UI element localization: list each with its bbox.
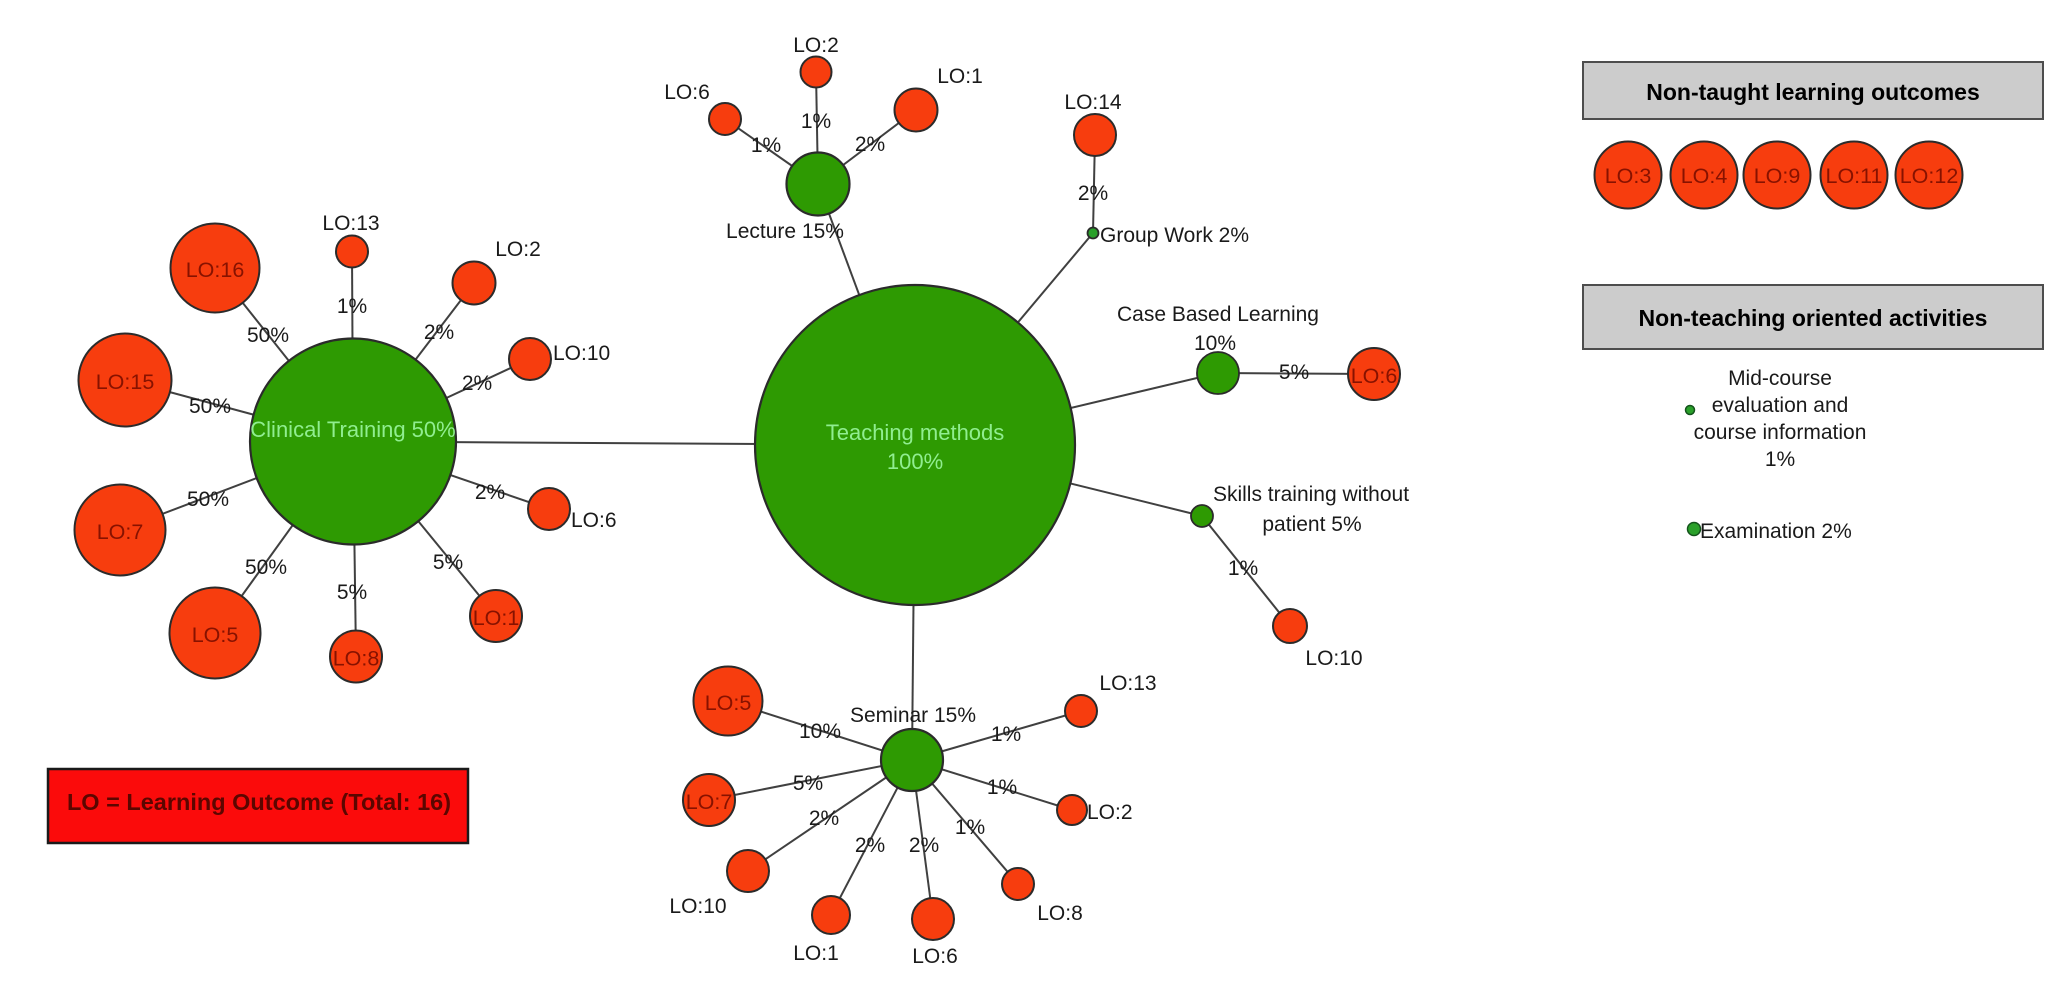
svg-text:LO:8: LO:8 <box>333 647 380 671</box>
svg-text:LO:2: LO:2 <box>495 238 541 261</box>
svg-text:50%: 50% <box>187 488 229 511</box>
svg-text:Examination 2%: Examination 2% <box>1700 520 1852 543</box>
svg-text:10%: 10% <box>1194 332 1236 355</box>
svg-text:LO = Learning Outcome (Total:: LO = Learning Outcome (Total: 16) <box>67 789 451 815</box>
svg-text:LO:7: LO:7 <box>97 520 144 544</box>
svg-text:2%: 2% <box>462 372 492 395</box>
svg-text:LO:2: LO:2 <box>1087 801 1133 824</box>
svg-text:LO:8: LO:8 <box>1037 902 1083 925</box>
svg-text:LO:9: LO:9 <box>1754 164 1801 188</box>
svg-text:10%: 10% <box>799 720 841 743</box>
svg-text:1%: 1% <box>955 816 985 839</box>
svg-text:LO:5: LO:5 <box>192 623 239 647</box>
svg-text:100%: 100% <box>887 449 943 474</box>
svg-text:LO:11: LO:11 <box>1826 164 1883 188</box>
svg-text:LO:1: LO:1 <box>793 942 839 965</box>
svg-text:1%: 1% <box>1765 448 1795 471</box>
svg-text:LO:3: LO:3 <box>1605 164 1652 188</box>
svg-text:1%: 1% <box>987 776 1017 799</box>
svg-text:50%: 50% <box>247 324 289 347</box>
svg-text:1%: 1% <box>991 723 1021 746</box>
svg-text:2%: 2% <box>475 481 505 504</box>
svg-text:LO:13: LO:13 <box>1099 672 1156 695</box>
svg-text:LO:7: LO:7 <box>686 790 733 814</box>
svg-text:5%: 5% <box>433 551 463 574</box>
svg-text:LO:5: LO:5 <box>705 691 752 715</box>
svg-text:50%: 50% <box>245 556 287 579</box>
svg-text:LO:1: LO:1 <box>473 606 520 630</box>
svg-text:2%: 2% <box>1078 182 1108 205</box>
svg-text:2%: 2% <box>855 133 885 156</box>
svg-text:Group Work 2%: Group Work 2% <box>1100 224 1249 247</box>
svg-text:2%: 2% <box>424 321 454 344</box>
svg-text:Mid-course: Mid-course <box>1728 367 1832 390</box>
svg-text:Clinical Training 50%: Clinical Training 50% <box>250 417 455 442</box>
svg-text:LO:6: LO:6 <box>664 81 710 104</box>
svg-text:5%: 5% <box>337 581 367 604</box>
svg-text:Non-teaching oriented activiti: Non-teaching oriented activities <box>1639 305 1988 331</box>
svg-text:2%: 2% <box>855 834 885 857</box>
svg-text:LO:2: LO:2 <box>793 34 839 57</box>
svg-text:Teaching methods: Teaching methods <box>826 420 1005 445</box>
svg-text:LO:1: LO:1 <box>937 65 983 88</box>
svg-text:2%: 2% <box>909 834 939 857</box>
svg-text:Skills training without: Skills training without <box>1213 483 1409 506</box>
svg-text:5%: 5% <box>793 772 823 795</box>
svg-text:1%: 1% <box>1228 557 1258 580</box>
svg-text:LO:12: LO:12 <box>1900 164 1959 188</box>
svg-text:LO:10: LO:10 <box>553 342 610 365</box>
svg-text:LO:6: LO:6 <box>912 945 958 968</box>
svg-text:LO:6: LO:6 <box>1351 364 1398 388</box>
svg-text:5%: 5% <box>1279 361 1309 384</box>
svg-text:Seminar 15%: Seminar 15% <box>850 704 976 727</box>
svg-text:LO:10: LO:10 <box>1305 647 1362 670</box>
svg-text:LO:15: LO:15 <box>96 370 155 394</box>
svg-text:Case Based Learning: Case Based Learning <box>1117 303 1319 326</box>
svg-text:LO:6: LO:6 <box>571 509 617 532</box>
svg-text:2%: 2% <box>809 807 839 830</box>
svg-text:1%: 1% <box>337 295 367 318</box>
svg-text:patient 5%: patient 5% <box>1262 513 1361 536</box>
svg-text:LO:16: LO:16 <box>186 258 245 282</box>
svg-text:Lecture 15%: Lecture 15% <box>726 220 844 243</box>
svg-text:50%: 50% <box>189 395 231 418</box>
svg-text:LO:13: LO:13 <box>322 212 379 235</box>
svg-text:1%: 1% <box>751 134 781 157</box>
svg-text:evaluation and: evaluation and <box>1712 394 1849 417</box>
svg-text:LO:4: LO:4 <box>1681 164 1728 188</box>
svg-text:1%: 1% <box>801 110 831 133</box>
svg-text:LO:10: LO:10 <box>669 895 726 918</box>
svg-text:Non-taught learning outcomes: Non-taught learning outcomes <box>1646 79 1980 105</box>
svg-text:course information: course information <box>1694 421 1867 444</box>
svg-text:LO:14: LO:14 <box>1064 91 1122 114</box>
